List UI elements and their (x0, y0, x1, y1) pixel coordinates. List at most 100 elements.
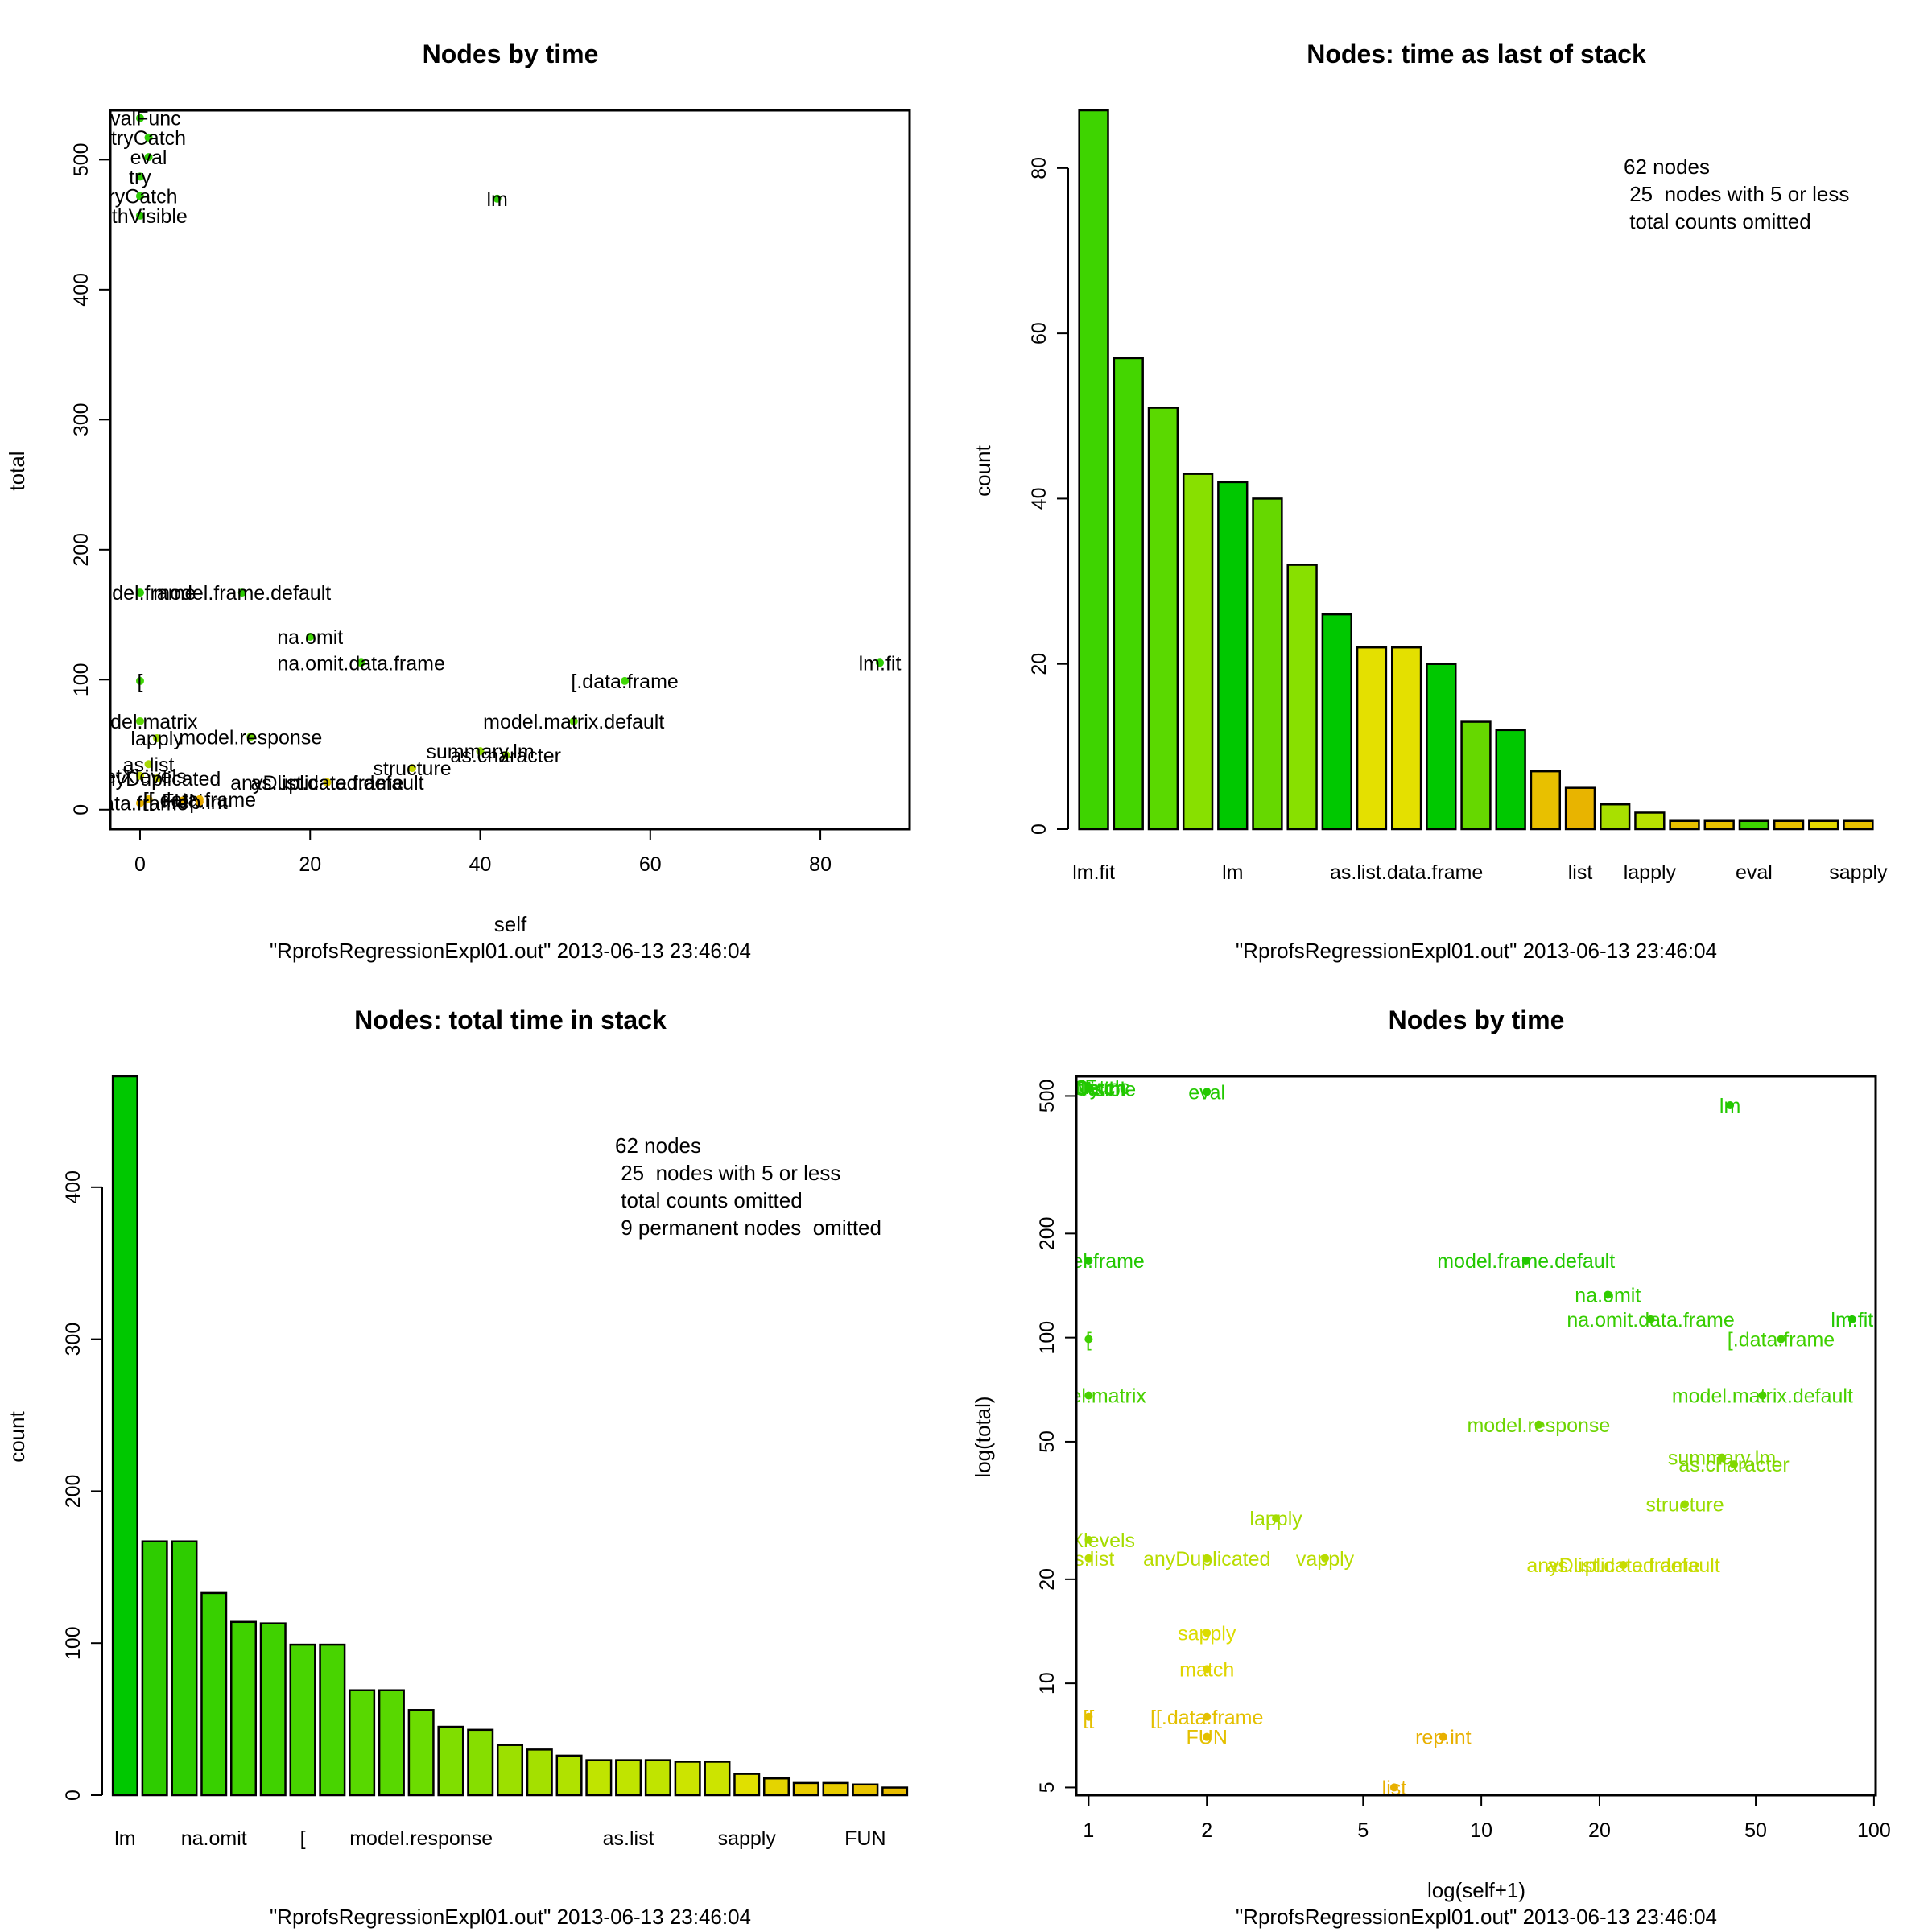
data-point (153, 774, 162, 783)
bar (1808, 819, 1839, 831)
x-tick-label: FUN (844, 1827, 886, 1850)
x-axis-label: log(self+1) (1427, 1878, 1525, 1902)
point-label: data.frame (92, 793, 188, 815)
bar (1703, 819, 1735, 831)
data-point (135, 771, 144, 780)
point-label: sapply (1178, 1622, 1236, 1645)
bar (674, 1761, 701, 1797)
bar (852, 1783, 879, 1797)
point-label: as.character (450, 745, 561, 767)
data-point (1084, 1084, 1093, 1093)
point-label: lm.fit (859, 652, 902, 675)
point-label: [[ (1083, 1707, 1094, 1729)
y-tick-label: 100 (1036, 1321, 1059, 1355)
data-point (1534, 1420, 1543, 1429)
x-tick-label: 5 (1357, 1819, 1368, 1842)
bar (555, 1754, 583, 1797)
y-tick-label: 20 (1028, 653, 1051, 675)
point-label: tryCatch (1051, 1077, 1126, 1100)
x-tick-label: lm.fit (1072, 861, 1115, 884)
x-tick-label: as.list (603, 1827, 654, 1850)
data-point (153, 733, 162, 742)
data-point (1203, 1665, 1212, 1674)
point-label: lapply (130, 728, 184, 750)
data-point (135, 676, 144, 685)
point-label: getXlevels (93, 766, 186, 788)
data-point (1084, 1535, 1093, 1544)
bar (526, 1748, 553, 1797)
data-point (135, 192, 144, 200)
point-label: summary.lm (426, 741, 534, 763)
bar (378, 1689, 405, 1797)
x-tick-label: lm (1222, 861, 1243, 884)
data-point (323, 778, 332, 786)
data-point (237, 588, 246, 597)
x-tick-label: 20 (1588, 1819, 1611, 1842)
x-tick-label: [ (300, 1827, 306, 1850)
point-label: na.omit.data.frame (277, 652, 444, 675)
panel-nodes-by-time-log: Nodes by time log(self+1) log(total) "Rp… (971, 1005, 1891, 1929)
x-tick-label: list (1568, 861, 1593, 884)
point-label: eval (1188, 1081, 1225, 1104)
panel-nodes-by-time: Nodes by time self total "RprofsRegressi… (5, 39, 911, 963)
data-point (178, 796, 187, 805)
y-tick-label: 10 (1036, 1672, 1059, 1695)
note-line: total counts omitted (1624, 209, 1811, 233)
x-tick-label: lm (114, 1827, 135, 1850)
bar (1252, 497, 1283, 831)
note-line: 9 permanent nodes omitted (615, 1216, 881, 1240)
point-label: try (129, 166, 151, 188)
data-point (135, 211, 144, 220)
data-point (1604, 1290, 1612, 1299)
point-label: lapply (1249, 1508, 1302, 1530)
point-label: [.data.frame (1728, 1329, 1835, 1352)
bar (1600, 803, 1631, 831)
data-point (621, 676, 630, 685)
data-point (306, 633, 315, 642)
data-point (1203, 1629, 1212, 1637)
panel-total-time-in-stack: Nodes: total time in stack count "Rprofs… (5, 1005, 909, 1929)
data-point (408, 764, 417, 773)
plot-area: lm.fit lm as.list.data.frame list lapply eval… (1028, 109, 1888, 884)
point-label: anyDuplicated (1143, 1548, 1270, 1571)
chart-subtitle: "RprofsRegressionExpl01.out" 2013-06-13 … (270, 939, 751, 963)
x-tick-label: 10 (1470, 1819, 1492, 1842)
data-point (135, 114, 144, 122)
point-label: na.omit.data.frame (1567, 1309, 1734, 1331)
bar (1217, 481, 1249, 831)
bar (1356, 646, 1388, 831)
bar (1843, 819, 1874, 831)
bar (1078, 109, 1109, 831)
point-label: rep.int (171, 791, 228, 814)
point-label: model.matrix (1031, 1385, 1147, 1408)
point-label: summary.lm (1668, 1447, 1776, 1470)
data-point (1203, 1554, 1212, 1563)
x-axis-label: self (494, 912, 527, 936)
chart-title: Nodes: total time in stack (354, 1005, 667, 1034)
y-tick-label: 0 (70, 804, 93, 815)
bar (111, 1075, 138, 1797)
data-point (135, 716, 144, 725)
bar (704, 1761, 731, 1797)
bar (1321, 613, 1352, 831)
bar (1738, 819, 1770, 831)
point-label: eval (130, 147, 167, 169)
x-tick-label: 20 (299, 853, 321, 876)
point-label: as.list (123, 753, 175, 776)
chart-subtitle: "RprofsRegressionExpl01.out" 2013-06-13 … (270, 1905, 751, 1929)
data-point (1729, 1460, 1738, 1469)
point-label: model.frame.default (153, 582, 331, 605)
point-label: lm (486, 188, 507, 211)
data-point (502, 750, 510, 759)
y-tick-label: 200 (1036, 1216, 1059, 1250)
y-tick-label: 100 (62, 1626, 85, 1660)
bar (1113, 357, 1144, 831)
y-tick-label: 400 (70, 273, 93, 307)
x-tick-label: sapply (1829, 861, 1888, 884)
data-point (569, 716, 578, 725)
y-tick-label: 80 (1028, 157, 1051, 180)
point-label: [ (137, 671, 142, 693)
y-tick-label: 400 (62, 1170, 85, 1204)
data-point (493, 194, 502, 203)
point-label: evalFunc (99, 108, 180, 130)
